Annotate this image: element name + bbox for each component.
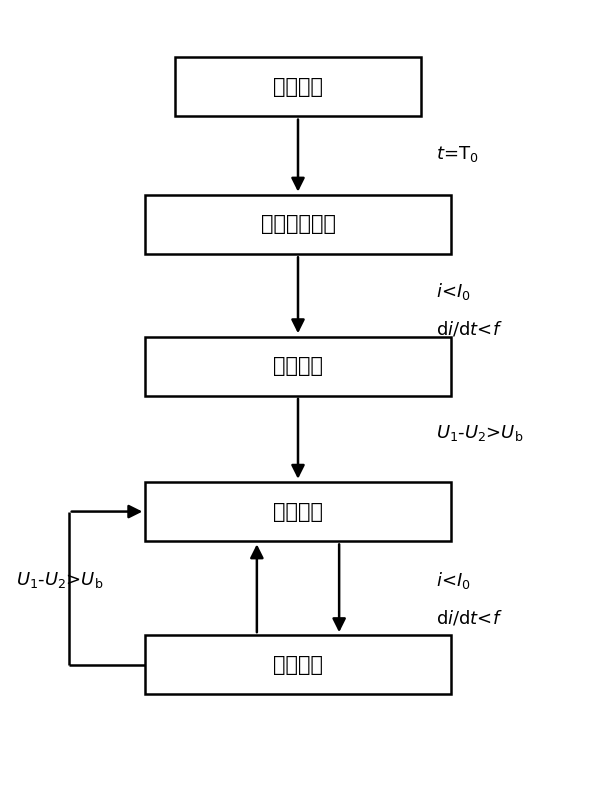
Text: d$i$/d$t$<$f$: d$i$/d$t$<$f$ (436, 320, 503, 339)
Text: 触头断开: 触头断开 (273, 356, 323, 376)
Bar (145, 195, 451, 254)
Bar (145, 635, 451, 695)
Text: 触头闭合: 触头闭合 (273, 502, 323, 522)
Text: d$i$/d$t$<$f$: d$i$/d$t$<$f$ (436, 608, 503, 627)
Text: 触头闭合: 触头闭合 (273, 77, 323, 97)
Bar (175, 57, 421, 116)
Bar (145, 336, 451, 396)
Text: 触头断开: 触头断开 (273, 655, 323, 675)
Bar (145, 482, 451, 541)
Text: $U_1$-$U_2$>$U_{\rm b}$: $U_1$-$U_2$>$U_{\rm b}$ (436, 423, 523, 443)
Text: 触头断开动作: 触头断开动作 (260, 215, 336, 235)
Text: $i$<$I_0$: $i$<$I_0$ (436, 569, 471, 591)
Text: $t$=T$_0$: $t$=T$_0$ (436, 144, 479, 164)
Text: $i$<$I_0$: $i$<$I_0$ (436, 281, 471, 302)
Text: $U_1$-$U_2$>$U_{\rm b}$: $U_1$-$U_2$>$U_{\rm b}$ (16, 570, 103, 590)
